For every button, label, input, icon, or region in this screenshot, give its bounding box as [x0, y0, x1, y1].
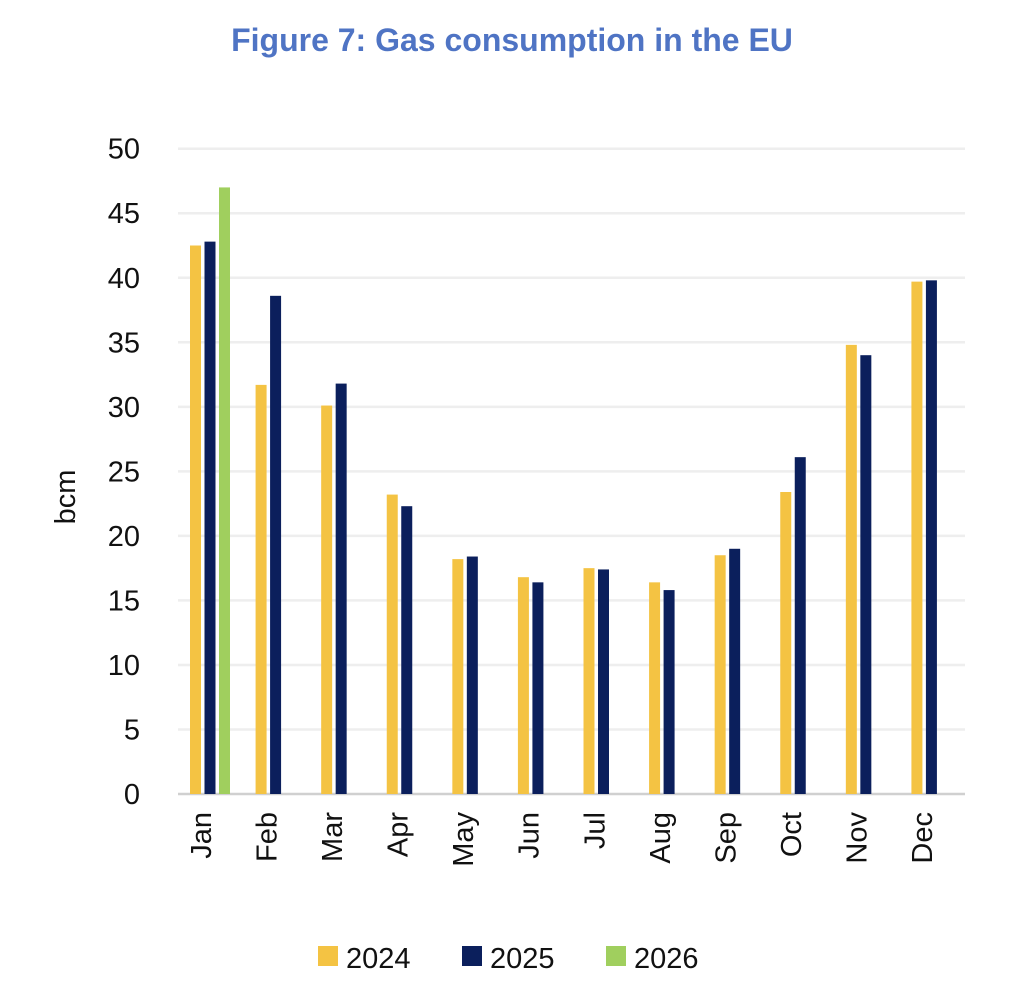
y-tick-label: 5 [124, 714, 140, 746]
bar-2025-nov [860, 355, 872, 794]
y-tick-label: 40 [108, 263, 140, 295]
bar-2025-jul [598, 569, 609, 794]
y-tick-label: 20 [108, 521, 140, 553]
legend-label-2024: 2024 [346, 943, 411, 975]
y-axis-label: bcm [50, 470, 82, 525]
bar-2025-apr [401, 506, 413, 794]
bar-2025-aug [663, 590, 675, 794]
bar-2024-apr [386, 494, 398, 794]
x-tick-label: Feb [251, 812, 283, 862]
x-tick-label: Jul [579, 812, 611, 849]
bar-2024-sep [714, 555, 726, 794]
legend-swatch-2024 [318, 946, 338, 966]
legend-swatch-2025 [462, 946, 482, 966]
x-tick-label: Mar [317, 812, 349, 862]
bar-2025-may [466, 556, 478, 794]
bar-2025-jan [204, 241, 216, 795]
bar-2025-sep [729, 548, 741, 794]
x-tick-label: Jan [186, 812, 218, 859]
bar-2026-jan [219, 187, 230, 795]
y-tick-label: 25 [108, 456, 140, 488]
bar-2024-feb [255, 384, 267, 794]
bar-2025-dec [925, 280, 937, 794]
bar-2024-may [452, 559, 464, 794]
x-tick-label: Sep [710, 812, 742, 864]
bar-2024-mar [321, 405, 333, 794]
legend-label-2026: 2026 [634, 943, 699, 975]
bar-2025-jun [532, 582, 544, 794]
x-tick-label: Nov [842, 812, 874, 864]
bar-2024-aug [649, 582, 661, 794]
chart-title: Figure 7: Gas consumption in the EU [231, 22, 793, 58]
x-tick-label: Oct [776, 812, 808, 857]
x-tick-label: Dec [907, 812, 939, 864]
y-tick-label: 30 [108, 392, 140, 424]
y-tick-label: 35 [108, 327, 140, 359]
bar-2025-oct [794, 457, 806, 794]
legend-swatch-2026 [606, 946, 626, 966]
bar-2025-feb [270, 295, 282, 794]
y-tick-label: 10 [108, 650, 140, 682]
bar-2024-jul [583, 568, 595, 794]
x-tick-label: Jun [514, 812, 546, 859]
bar-2024-nov [845, 344, 857, 794]
y-tick-label: 0 [124, 779, 140, 811]
x-tick-label: Aug [645, 812, 677, 864]
legend-label-2025: 2025 [490, 943, 555, 975]
y-tick-label: 15 [108, 585, 140, 617]
y-tick-label: 50 [108, 134, 140, 166]
bar-2024-jun [517, 577, 529, 794]
bar-2024-dec [911, 281, 923, 794]
x-tick-label: Apr [383, 812, 415, 857]
x-tick-label: May [448, 812, 480, 867]
bar-2024-oct [780, 491, 792, 794]
y-tick-label: 45 [108, 198, 140, 230]
bar-2024-jan [190, 245, 201, 794]
bar-2025-mar [335, 383, 347, 794]
